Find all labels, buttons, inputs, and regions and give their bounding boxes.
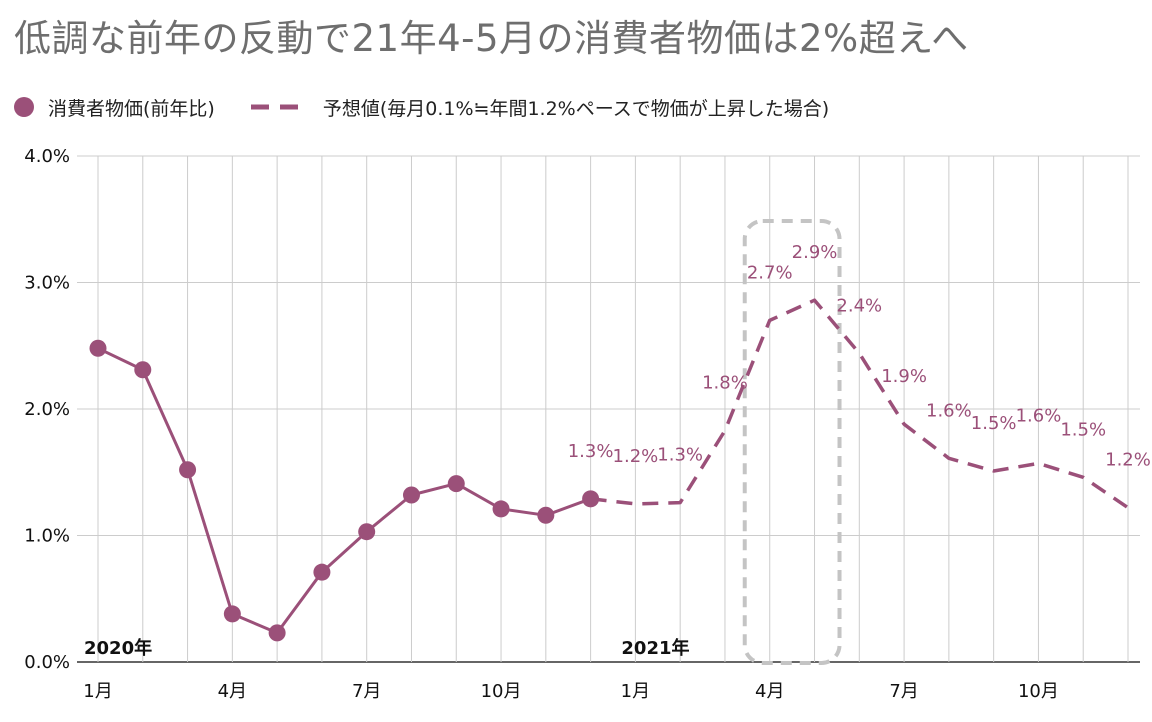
data-label: 1.2% [1105,450,1151,471]
y-tick-label: 1.0% [24,526,70,547]
data-point-marker [402,486,420,504]
x-tick-label: 7月 [352,681,381,702]
series-markers [89,339,600,642]
data-labels: 1.3% 1.2% 1.3%1.8%2.7%2.9%2.4%1.9%1.6%1.5%… [568,242,1151,470]
data-label: 2.9% [792,242,838,263]
series-line-actual [97,346,592,635]
data-label: 1.6% [1016,405,1062,426]
y-tick-label: 3.0% [24,273,70,294]
legend-marker-circle [14,97,34,117]
data-point-marker [582,490,600,508]
y-tick-label: 4.0% [24,146,70,167]
data-label: 2.4% [836,295,882,316]
x-tick-label: 10月 [481,681,522,702]
legend-item-actual: 消費者物価(前年比) [14,94,215,121]
legend-label-actual: 消費者物価(前年比) [48,97,215,120]
data-point-marker [134,361,152,379]
year-label: 2021年 [621,637,689,659]
data-label: 1.9% [881,366,927,387]
data-point-marker [313,563,331,581]
legend-marker-dashed-line [250,104,309,110]
data-point-marker [268,624,286,642]
series-line-forecast [590,298,1129,510]
data-label: 1.6% [926,400,972,421]
x-tick-label: 4月 [755,681,784,702]
data-label: 1.5% [971,413,1017,434]
data-point-marker [537,506,555,524]
legend: 消費者物価(前年比) 予想値(毎月0.1%≒年間1.2%ペースで物価が上昇した場… [14,92,863,122]
data-point-marker [447,475,465,493]
x-tick-label: 1月 [83,681,112,702]
legend-label-forecast: 予想値(毎月0.1%≒年間1.2%ペースで物価が上昇した場合) [322,97,830,120]
highlight-box-group [742,219,842,665]
data-label: 1.2% [613,446,659,467]
data-point-marker [492,500,510,518]
data-label: 1.3% [657,445,703,466]
legend-item-forecast: 予想値(毎月0.1%≒年間1.2%ペースで物価が上昇した場合) [249,94,829,121]
x-tick-label: 7月 [889,681,918,702]
data-label: 1.8% [702,373,748,394]
data-point-marker [223,605,241,623]
y-tick-label: 0.0% [24,652,70,673]
x-tick-label: 1月 [621,681,650,702]
axis-ticks: 0.0% 1.0% 2.0% 3.0% 4.0% 1月 4月 7月 10月 1月 4月 7月 10月 20… [24,146,1059,702]
data-point-marker [179,461,197,479]
chart-title: 低調な前年の反動で21年4-5月の消費者物価は2%超えへ [14,17,969,60]
data-label: 2.7% [747,262,793,283]
x-tick-label: 10月 [1018,681,1059,702]
year-label: 2020年 [84,637,152,659]
x-tick-label: 4月 [218,681,247,702]
y-tick-label: 2.0% [24,399,70,420]
data-point-marker [89,339,107,357]
highlight-box [742,219,842,665]
data-label: 1.5% [1060,419,1106,440]
grid-lines [77,155,1140,663]
data-point-marker [358,523,376,541]
data-label: 1.3% [568,441,614,462]
